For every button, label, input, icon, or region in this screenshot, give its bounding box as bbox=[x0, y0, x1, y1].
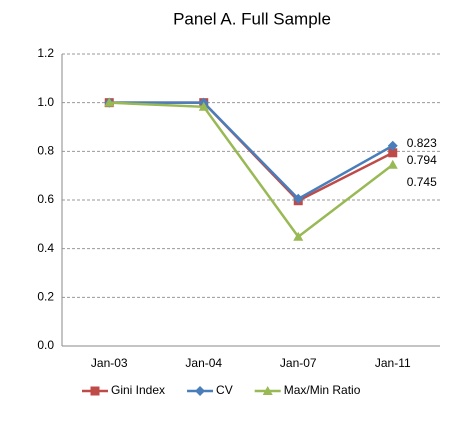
point bbox=[387, 159, 398, 169]
point bbox=[293, 193, 304, 204]
y-tick-label: 0.6 bbox=[37, 192, 54, 206]
point bbox=[198, 101, 209, 111]
series-line bbox=[109, 101, 394, 201]
y-tick-label: 1.2 bbox=[37, 46, 54, 60]
legend-marker bbox=[195, 386, 206, 396]
x-tick-label: Jan-07 bbox=[280, 356, 317, 370]
data-label: 0.823 bbox=[407, 136, 437, 150]
x-tick-label: Jan-03 bbox=[91, 356, 128, 370]
legend-label: Max/Min Ratio bbox=[284, 383, 361, 397]
point bbox=[388, 148, 398, 158]
y-tick-label: 0.2 bbox=[37, 290, 54, 304]
data-label: 0.745 bbox=[407, 175, 437, 189]
y-tick-label: 0.0 bbox=[37, 338, 54, 352]
x-tick-label: Jan-04 bbox=[185, 356, 222, 370]
point bbox=[104, 97, 115, 107]
series-line bbox=[109, 101, 394, 239]
point bbox=[293, 231, 304, 241]
legend-label: Gini Index bbox=[111, 383, 165, 397]
legend-label: CV bbox=[216, 383, 233, 397]
data-label: 0.794 bbox=[407, 153, 437, 167]
y-tick-label: 0.4 bbox=[37, 241, 54, 255]
chart-title: Panel A. Full Sample bbox=[173, 9, 331, 28]
y-tick-label: 1.0 bbox=[37, 95, 54, 109]
point bbox=[387, 140, 398, 151]
legend-marker bbox=[90, 386, 100, 396]
x-tick-label: Jan-11 bbox=[375, 356, 411, 370]
legend-marker bbox=[262, 386, 273, 395]
y-tick-label: 0.8 bbox=[37, 144, 54, 158]
